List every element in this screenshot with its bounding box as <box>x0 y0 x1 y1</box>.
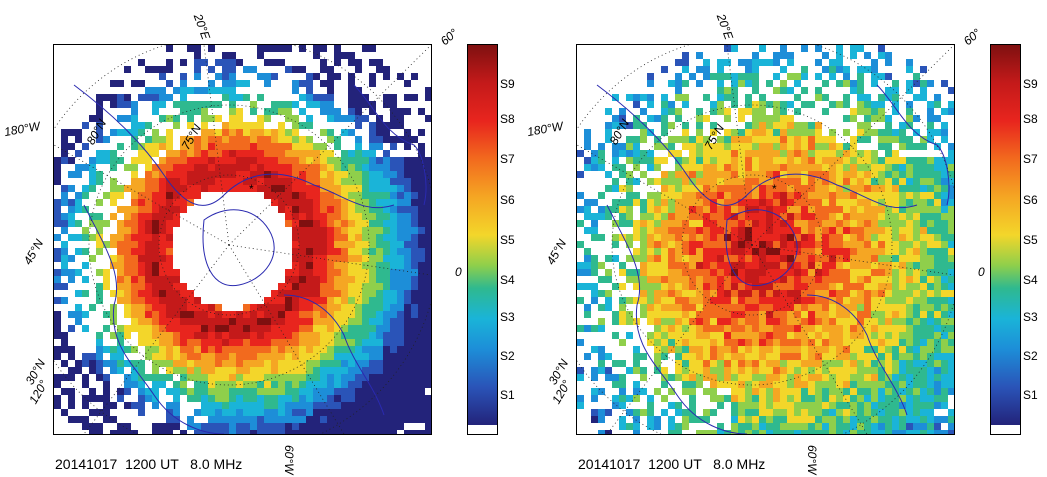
lat-label-45n: 45°N <box>543 236 570 268</box>
colorbar-tick: S3 <box>500 310 515 324</box>
coastline <box>606 204 748 434</box>
coastlines <box>596 84 950 434</box>
lat-label-45n: 45°N <box>20 236 47 268</box>
graticule <box>577 45 954 434</box>
meridian-line <box>751 244 868 434</box>
meridian-line <box>54 144 230 246</box>
latitude-circle <box>158 174 300 316</box>
colorbar-tick: S2 <box>500 349 515 363</box>
colorbar-tick: S5 <box>500 233 515 247</box>
colorbar-ramp <box>991 45 1020 425</box>
coastline <box>283 294 385 416</box>
coastline <box>725 209 798 287</box>
colorbar-tick: S6 <box>1023 193 1038 207</box>
raster-cells <box>54 45 431 434</box>
colorbar-tick: S4 <box>1023 273 1038 287</box>
colorbar-tick: S9 <box>500 77 515 91</box>
map-caption: 20141017 1200 UT 8.0 MHz <box>578 456 766 472</box>
lon-label-60: 60° <box>960 25 984 49</box>
colorbar-tick: S7 <box>500 152 515 166</box>
colorbar-tick: S2 <box>1023 349 1038 363</box>
colorbar-empty-bin <box>470 427 495 433</box>
colorbar-tick: S1 <box>1023 388 1038 402</box>
coastlines <box>73 84 427 434</box>
lon-label-60w: 60°W <box>805 445 819 475</box>
station-marker: * <box>249 182 254 196</box>
latitude-circle <box>88 104 370 386</box>
colorbar-ramp <box>468 45 497 425</box>
coastline <box>353 84 427 206</box>
coastline <box>73 84 395 209</box>
meridian-line <box>228 45 431 246</box>
map-raster: * <box>577 45 954 434</box>
coastline <box>876 84 950 206</box>
colorbar-tick: S8 <box>500 112 515 126</box>
coastline <box>202 209 275 287</box>
lon-label-60: 60° <box>437 25 461 49</box>
map-panel-right: * S9 S8 S7 S6 S5 S4 S3 S2 S1 20°E 60° 18… <box>523 0 1046 477</box>
station-marker: * <box>772 182 777 196</box>
latitude-circle <box>681 174 823 316</box>
absorption-map: * <box>53 44 432 435</box>
map-panel-left: * S9 S8 S7 S6 S5 S4 S3 S2 S1 20°E 60° 18… <box>0 0 523 477</box>
colorbar-tick: S9 <box>1023 77 1038 91</box>
colorbar-tick: S4 <box>500 273 515 287</box>
colorbar <box>467 44 498 435</box>
coastline <box>806 294 908 416</box>
latitude-circle <box>611 104 893 386</box>
colorbar-tick: S8 <box>1023 112 1038 126</box>
colorbar-tick: S5 <box>1023 233 1038 247</box>
lon-label-0: 0 <box>978 265 985 279</box>
colorbar-empty-bin <box>993 427 1018 433</box>
meridian-line <box>751 45 954 246</box>
graticule <box>54 45 431 434</box>
lon-label-180w: 180°W <box>3 118 42 140</box>
map-raster: * <box>54 45 431 434</box>
lon-label-60w: 60°W <box>282 445 296 475</box>
raster-cells <box>577 45 954 434</box>
colorbar-tick: S7 <box>1023 152 1038 166</box>
colorbar-tick: S6 <box>500 193 515 207</box>
colorbar-tick: S3 <box>1023 310 1038 324</box>
coastline <box>596 84 918 209</box>
lon-label-0: 0 <box>455 265 462 279</box>
meridian-line <box>726 45 753 246</box>
lon-label-20e: 20°E <box>190 12 213 42</box>
map-caption: 20141017 1200 UT 8.0 MHz <box>55 456 243 472</box>
colorbar-tick: S1 <box>500 388 515 402</box>
lon-label-20e: 20°E <box>713 12 736 42</box>
absorption-map: * <box>576 44 955 435</box>
meridian-line <box>228 244 345 434</box>
meridian-line <box>577 144 753 246</box>
lon-label-180w: 180°W <box>526 118 565 140</box>
colorbar <box>990 44 1021 435</box>
meridian-line <box>203 45 230 246</box>
coastline <box>83 204 225 434</box>
